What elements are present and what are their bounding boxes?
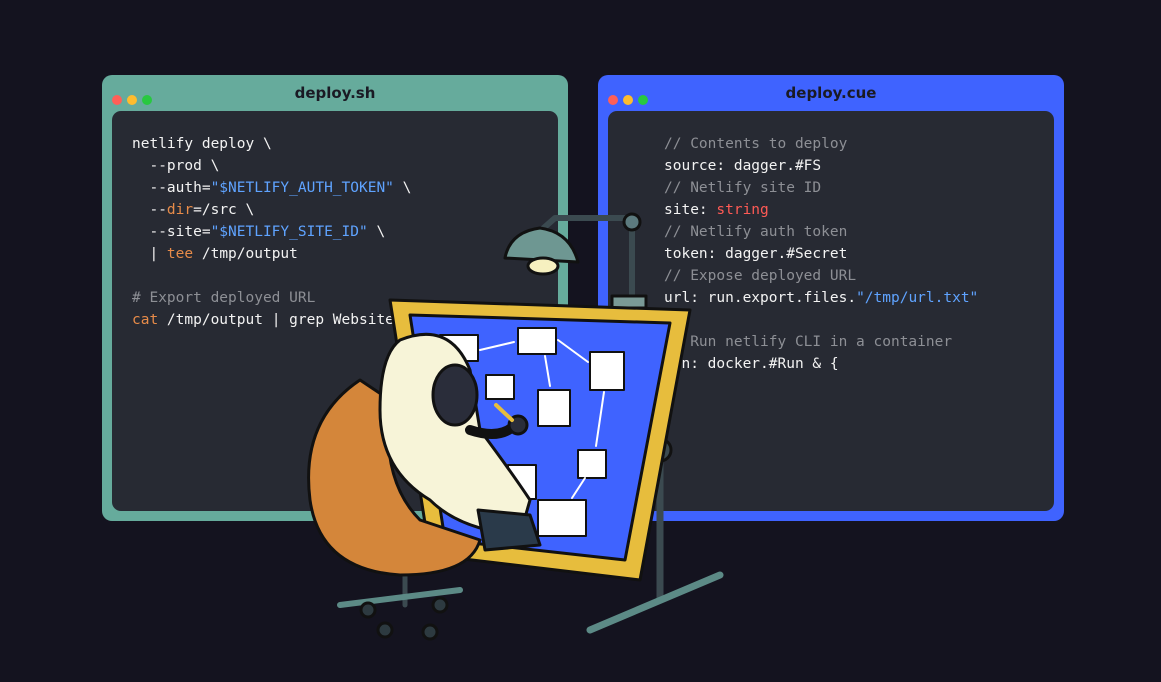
code-keyword: dir bbox=[166, 202, 194, 218]
code-line: --prod \ bbox=[132, 155, 411, 177]
flowchart-arrows bbox=[479, 339, 605, 499]
maximize-dot-icon[interactable] bbox=[638, 95, 648, 105]
code-line: --dir=/src \ bbox=[132, 199, 411, 221]
code-text: --prod \ bbox=[132, 158, 220, 174]
code-string: "$NETLIFY_SITE_ID" bbox=[210, 224, 368, 240]
code-line: --auth="$NETLIFY_AUTH_TOKEN" \ bbox=[132, 177, 411, 199]
code-line: token: dagger.#Secret bbox=[664, 246, 848, 262]
code-type: string bbox=[716, 202, 769, 218]
code-text: \ bbox=[393, 180, 412, 196]
code-string: "$NETLIFY_AUTH_TOKEN" bbox=[210, 180, 394, 196]
astronaut-boot bbox=[476, 508, 542, 552]
code-text: -- bbox=[132, 202, 167, 218]
code-comment: # Export deployed URL bbox=[132, 290, 316, 306]
lamp-joint bbox=[622, 212, 642, 232]
code-block: netlify deploy \ --prod \ --auth="$NETLI… bbox=[132, 133, 411, 331]
code-text: /tmp/output bbox=[193, 246, 298, 262]
stand-base bbox=[586, 571, 724, 634]
code-line: cat /tmp/output | grep Website bbox=[132, 309, 411, 331]
code-comment: // Netlify site ID bbox=[664, 180, 822, 196]
window-title: deploy.cue bbox=[785, 84, 877, 102]
code-text: /tmp/output | grep Website bbox=[158, 312, 394, 328]
code-text: =/src \ bbox=[193, 202, 255, 218]
code-comment: // Netlify auth token bbox=[664, 224, 848, 240]
code-line: source: dagger.#FS bbox=[664, 158, 822, 174]
lamp-bulb bbox=[526, 256, 560, 276]
code-text: | bbox=[132, 246, 167, 262]
astronaut-body bbox=[378, 332, 532, 537]
code-line: --site="$NETLIFY_SITE_ID" \ bbox=[132, 221, 411, 243]
code-text: netlify deploy \ bbox=[132, 136, 272, 152]
window-controls bbox=[112, 95, 152, 105]
astronaut-visor bbox=[431, 363, 479, 427]
code-keyword: cat bbox=[132, 312, 159, 328]
code-keyword: tee bbox=[166, 246, 194, 262]
code-comment: // Contents to deploy bbox=[664, 136, 848, 152]
window-title: deploy.sh bbox=[294, 84, 376, 102]
code-text: site: bbox=[664, 202, 717, 218]
code-line: netlify deploy \ bbox=[132, 133, 411, 155]
minimize-dot-icon[interactable] bbox=[623, 95, 633, 105]
code-line: site: string bbox=[664, 199, 978, 221]
code-text: --site= bbox=[132, 224, 211, 240]
maximize-dot-icon[interactable] bbox=[142, 95, 152, 105]
code-text: \ bbox=[367, 224, 386, 240]
lamp-shade bbox=[503, 226, 580, 264]
chair-base bbox=[337, 587, 463, 608]
code-text: url: run.export.files. bbox=[664, 290, 857, 306]
close-dot-icon[interactable] bbox=[112, 95, 122, 105]
minimize-dot-icon[interactable] bbox=[127, 95, 137, 105]
pencil bbox=[494, 403, 514, 422]
chair-seat bbox=[307, 378, 482, 577]
code-text: --auth= bbox=[132, 180, 211, 196]
close-dot-icon[interactable] bbox=[608, 95, 618, 105]
window-controls bbox=[608, 95, 648, 105]
flowchart-boxes bbox=[439, 327, 625, 537]
code-string: "/tmp/url.txt" bbox=[856, 290, 979, 306]
code-comment: // Expose deployed URL bbox=[664, 268, 857, 284]
code-line: url: run.export.files."/tmp/url.txt" bbox=[664, 287, 978, 309]
code-line: | tee /tmp/output bbox=[132, 243, 411, 265]
